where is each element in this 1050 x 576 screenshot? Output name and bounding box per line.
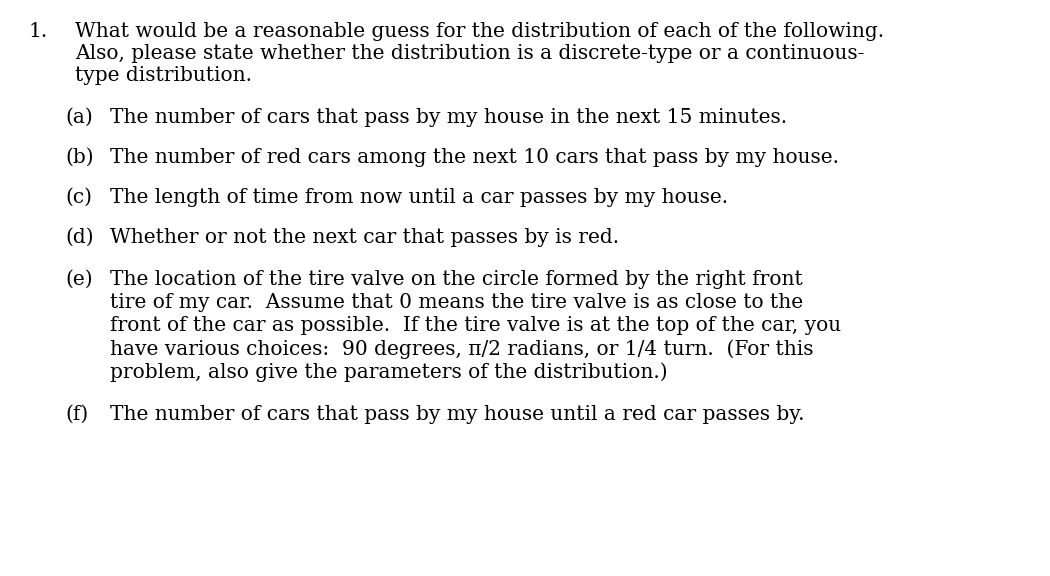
Text: (b): (b): [65, 148, 93, 167]
Text: The number of red cars among the next 10 cars that pass by my house.: The number of red cars among the next 10…: [110, 148, 839, 167]
Text: The number of cars that pass by my house until a red car passes by.: The number of cars that pass by my house…: [110, 405, 804, 424]
Text: (c): (c): [65, 188, 92, 207]
Text: type distribution.: type distribution.: [75, 66, 252, 85]
Text: Whether or not the next car that passes by is red.: Whether or not the next car that passes …: [110, 228, 620, 247]
Text: (e): (e): [65, 270, 92, 289]
Text: tire of my car.  Assume that 0 means the tire valve is as close to the: tire of my car. Assume that 0 means the …: [110, 293, 803, 312]
Text: Also, please state whether the distribution is a discrete-type or a continuous-: Also, please state whether the distribut…: [75, 44, 864, 63]
Text: problem, also give the parameters of the distribution.): problem, also give the parameters of the…: [110, 362, 668, 382]
Text: front of the car as possible.  If the tire valve is at the top of the car, you: front of the car as possible. If the tir…: [110, 316, 841, 335]
Text: (d): (d): [65, 228, 93, 247]
Text: (a): (a): [65, 108, 92, 127]
Text: What would be a reasonable guess for the distribution of each of the following.: What would be a reasonable guess for the…: [75, 22, 884, 41]
Text: 1.: 1.: [28, 22, 47, 41]
Text: The location of the tire valve on the circle formed by the right front: The location of the tire valve on the ci…: [110, 270, 803, 289]
Text: The length of time from now until a car passes by my house.: The length of time from now until a car …: [110, 188, 728, 207]
Text: (f): (f): [65, 405, 88, 424]
Text: The number of cars that pass by my house in the next 15 minutes.: The number of cars that pass by my house…: [110, 108, 788, 127]
Text: have various choices:  90 degrees, π/2 radians, or 1/4 turn.  (For this: have various choices: 90 degrees, π/2 ra…: [110, 339, 814, 359]
